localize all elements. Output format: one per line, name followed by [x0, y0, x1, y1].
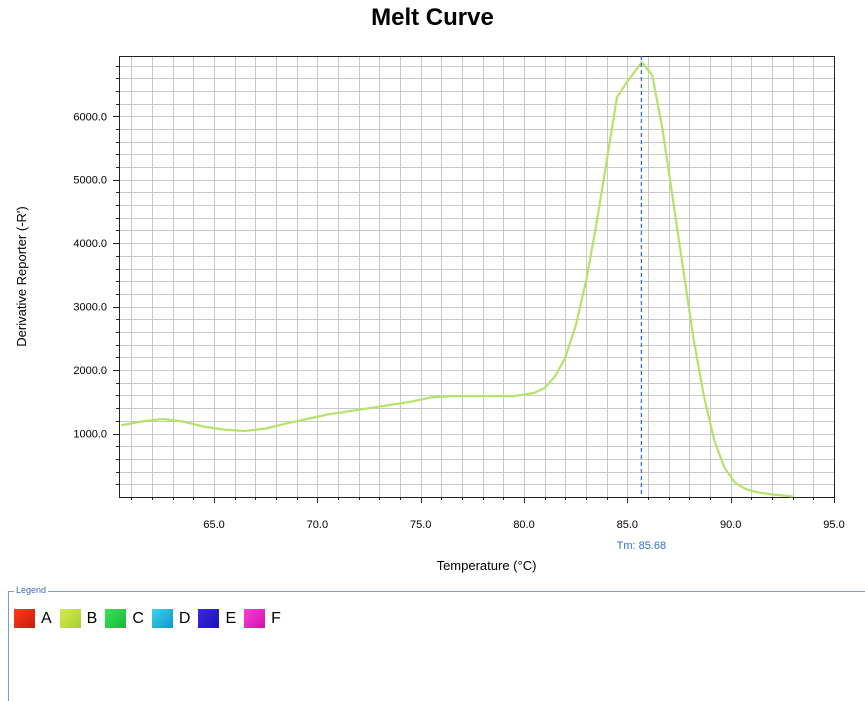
y-tick-label: 2000.0: [73, 365, 107, 377]
grid: [119, 56, 835, 497]
legend-title: Legend: [14, 585, 49, 595]
legend-label-b: B: [86, 609, 98, 627]
legend-panel: [8, 591, 865, 701]
melt-curve-chart: 1000.0 2000.0 3000.0 4000.0 5000.0 6000.0 65.0…: [14, 56, 845, 573]
legend-label-e: E: [225, 609, 237, 627]
x-tick-label: 85.0: [617, 519, 638, 531]
legend-item-c[interactable]: C: [105, 609, 144, 628]
x-tick-label: 90.0: [720, 519, 741, 531]
plot-frame: [119, 56, 835, 498]
legend-item-d[interactable]: D: [151, 609, 191, 628]
y-tick-label: 4000.0: [73, 238, 107, 250]
legend-swatch-b: [59, 609, 81, 628]
tm-marker-label: Tm: 85.68: [617, 540, 667, 552]
legend-label-a: A: [41, 609, 52, 627]
x-tick-label: 75.0: [410, 519, 431, 531]
x-tick-label: 80.0: [513, 519, 534, 531]
legend-item-a[interactable]: A: [14, 609, 52, 628]
x-axis-label: Temperature (°C): [437, 558, 537, 573]
x-tick-label: 65.0: [203, 519, 224, 531]
legend-swatch-c: [105, 609, 127, 628]
legend-swatch-a: [14, 609, 35, 628]
y-tick-label: 5000.0: [73, 175, 107, 187]
legend-label-f: F: [271, 609, 281, 627]
legend-item-e[interactable]: E: [198, 609, 236, 628]
legend-swatch-d: [151, 609, 173, 628]
legend-swatch-e: [198, 609, 220, 628]
legend-label-d: D: [178, 609, 191, 627]
y-tick-label: 1000.0: [73, 429, 107, 441]
y-axis-label: Derivative Reporter (-R'): [14, 206, 29, 346]
chart-title: Melt Curve: [371, 4, 494, 31]
x-tick-label: 95.0: [823, 519, 844, 531]
y-tick-label: 6000.0: [73, 111, 107, 123]
x-tick-label: 70.0: [307, 519, 328, 531]
series-line-B: [120, 61, 793, 498]
axis-ticks: [113, 66, 835, 503]
legend-item-b[interactable]: B: [59, 609, 98, 628]
y-tick-label: 3000.0: [73, 302, 107, 314]
legend-items: A B C D E F: [14, 609, 289, 628]
legend-item-f[interactable]: F: [244, 609, 281, 628]
legend-swatch-f: [244, 609, 266, 628]
legend-label-c: C: [132, 609, 144, 627]
